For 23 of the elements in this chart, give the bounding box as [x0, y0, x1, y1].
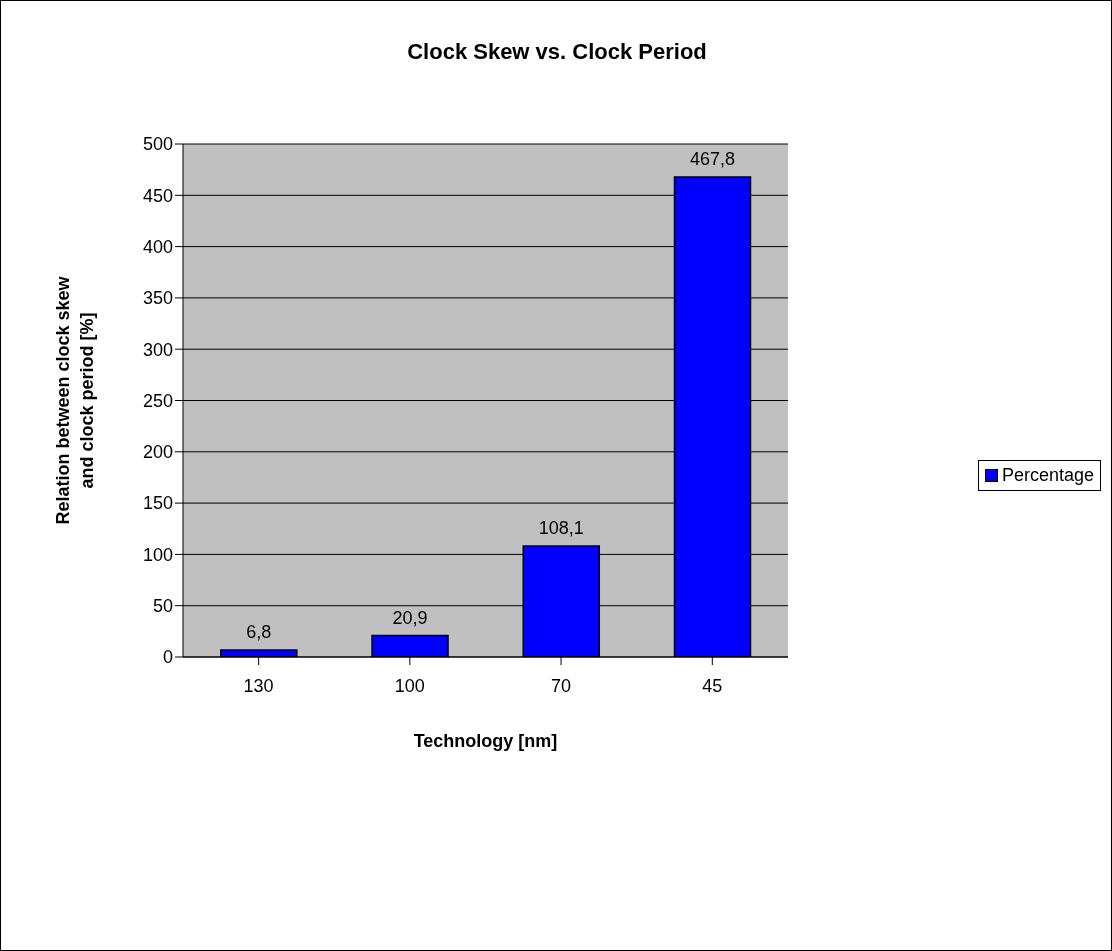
- y-tick-label: 300: [142, 339, 173, 360]
- y-tick-label: 200: [142, 442, 173, 463]
- y-tick-label: 100: [142, 544, 173, 565]
- y-tick-label: 250: [142, 390, 173, 411]
- data-label: 467,8: [689, 149, 736, 170]
- y-tick-label: 450: [142, 185, 173, 206]
- data-label: 20,9: [392, 607, 428, 628]
- data-label: 108,1: [538, 518, 584, 539]
- x-tick-label: 100: [394, 675, 425, 696]
- x-tick-label: 45: [702, 675, 723, 696]
- y-tick-label: 0: [162, 647, 173, 668]
- x-tick-label: 130: [243, 675, 274, 696]
- legend-label: Percentage: [1001, 465, 1094, 486]
- y-tick-label: 50: [152, 596, 173, 617]
- chart-title: Clock Skew vs. Clock Period: [406, 39, 708, 65]
- y-tick-label: 350: [142, 288, 173, 309]
- data-label: 6,8: [246, 622, 272, 643]
- y-tick-label: 400: [142, 236, 173, 257]
- x-tick-label: 70: [551, 675, 572, 696]
- y-tick-label: 150: [142, 493, 173, 514]
- y-tick-label: 500: [142, 134, 173, 155]
- x-axis-title: Technology [nm]: [413, 731, 558, 751]
- y-axis-title: Relation between clock skew and clock period [%]: [53, 275, 97, 525]
